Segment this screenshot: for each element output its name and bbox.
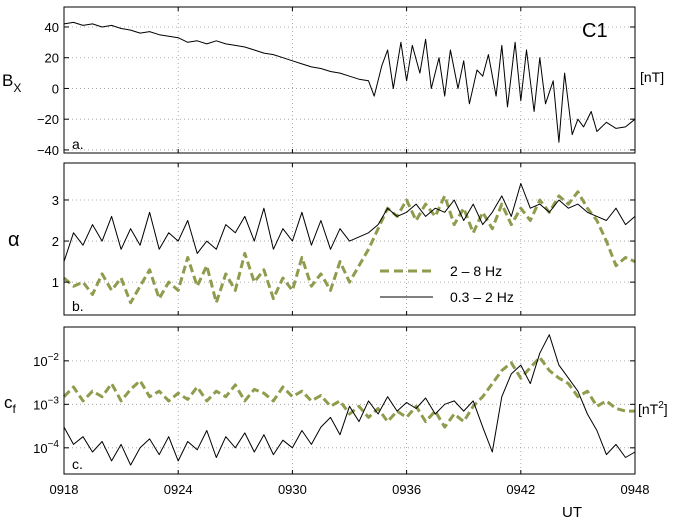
legend-label-2-8hz: 2 – 8 Hz xyxy=(450,263,502,279)
x-tick-label: 0918 xyxy=(50,482,79,497)
legend: 2 – 8 Hz 0.3 – 2 Hz xyxy=(380,263,514,305)
panel-b-series-2-8-hz xyxy=(63,190,636,305)
panel-c-grid xyxy=(64,327,635,474)
panel-a-ytick-label: −20 xyxy=(37,112,59,127)
panel-a-ylabel: BX xyxy=(2,71,21,95)
panel-c-group: 10−2 10−3 10−4 cf [nT2] c. xyxy=(4,326,668,475)
x-tick-label: 0924 xyxy=(164,482,193,497)
spacecraft-label: C1 xyxy=(582,20,608,42)
panel-a-ytick-label: 20 xyxy=(45,51,59,66)
panel-b-series-0-3-2-hz xyxy=(63,183,636,262)
panel-a-series xyxy=(63,21,636,143)
panel-b-series xyxy=(63,183,636,305)
panel-a-ytick-label: 0 xyxy=(52,81,59,96)
panel-c-series xyxy=(62,334,636,466)
panel-c-unit: [nT2] xyxy=(638,400,668,417)
x-tick-label: 0942 xyxy=(506,482,535,497)
panel-c-ytick-label: 10−3 xyxy=(33,395,59,412)
panel-b-ytick-label: 2 xyxy=(52,234,59,249)
panel-c-label: c. xyxy=(72,456,83,472)
x-axis-ticks: 0918 0924 0930 0936 0942 0948 xyxy=(50,482,650,497)
panel-a-ytick-label: −40 xyxy=(37,143,59,158)
panel-a-unit: [nT] xyxy=(640,69,664,85)
panel-a-ticks: 40 20 0 −20 −40 xyxy=(37,7,636,158)
x-tick-label: 0948 xyxy=(621,482,650,497)
panel-a-series-bx xyxy=(63,21,636,143)
x-axis-label: UT xyxy=(562,504,582,521)
panel-c-ytick-label: 10−4 xyxy=(33,439,59,456)
panel-c-ylabel: cf xyxy=(4,393,17,416)
panel-b-ticks: 3 2 1 xyxy=(52,163,636,315)
panel-a-label: a. xyxy=(72,136,84,152)
panel-b-label: b. xyxy=(72,298,84,314)
panel-c-frame xyxy=(63,326,636,475)
panel-b-ylabel: α xyxy=(8,229,20,251)
panel-b-ytick-label: 3 xyxy=(52,193,59,208)
panel-c-ticks: 10−2 10−3 10−4 xyxy=(33,327,636,474)
panel-c-series-2-8-hz xyxy=(62,355,635,429)
panel-c-series-0-3-2-hz xyxy=(63,334,636,466)
panel-a-group: 40 20 0 −20 −40 BX [nT] C1 a. xyxy=(2,6,664,158)
legend-label-0-3-2hz: 0.3 – 2 Hz xyxy=(450,289,514,305)
panel-b-group: 3 2 1 α b. 2 – 8 Hz 0.3 – 2 Hz xyxy=(8,162,636,316)
panel-b-frame xyxy=(63,162,636,316)
x-tick-label: 0936 xyxy=(392,482,421,497)
panel-b-ytick-label: 1 xyxy=(52,275,59,290)
panel-b-grid xyxy=(64,163,635,315)
panel-c-ytick-label: 10−2 xyxy=(33,352,59,369)
panel-a-grid xyxy=(64,7,635,153)
panel-a-frame xyxy=(63,6,636,154)
x-tick-label: 0930 xyxy=(278,482,307,497)
panel-a-ytick-label: 40 xyxy=(45,20,59,35)
